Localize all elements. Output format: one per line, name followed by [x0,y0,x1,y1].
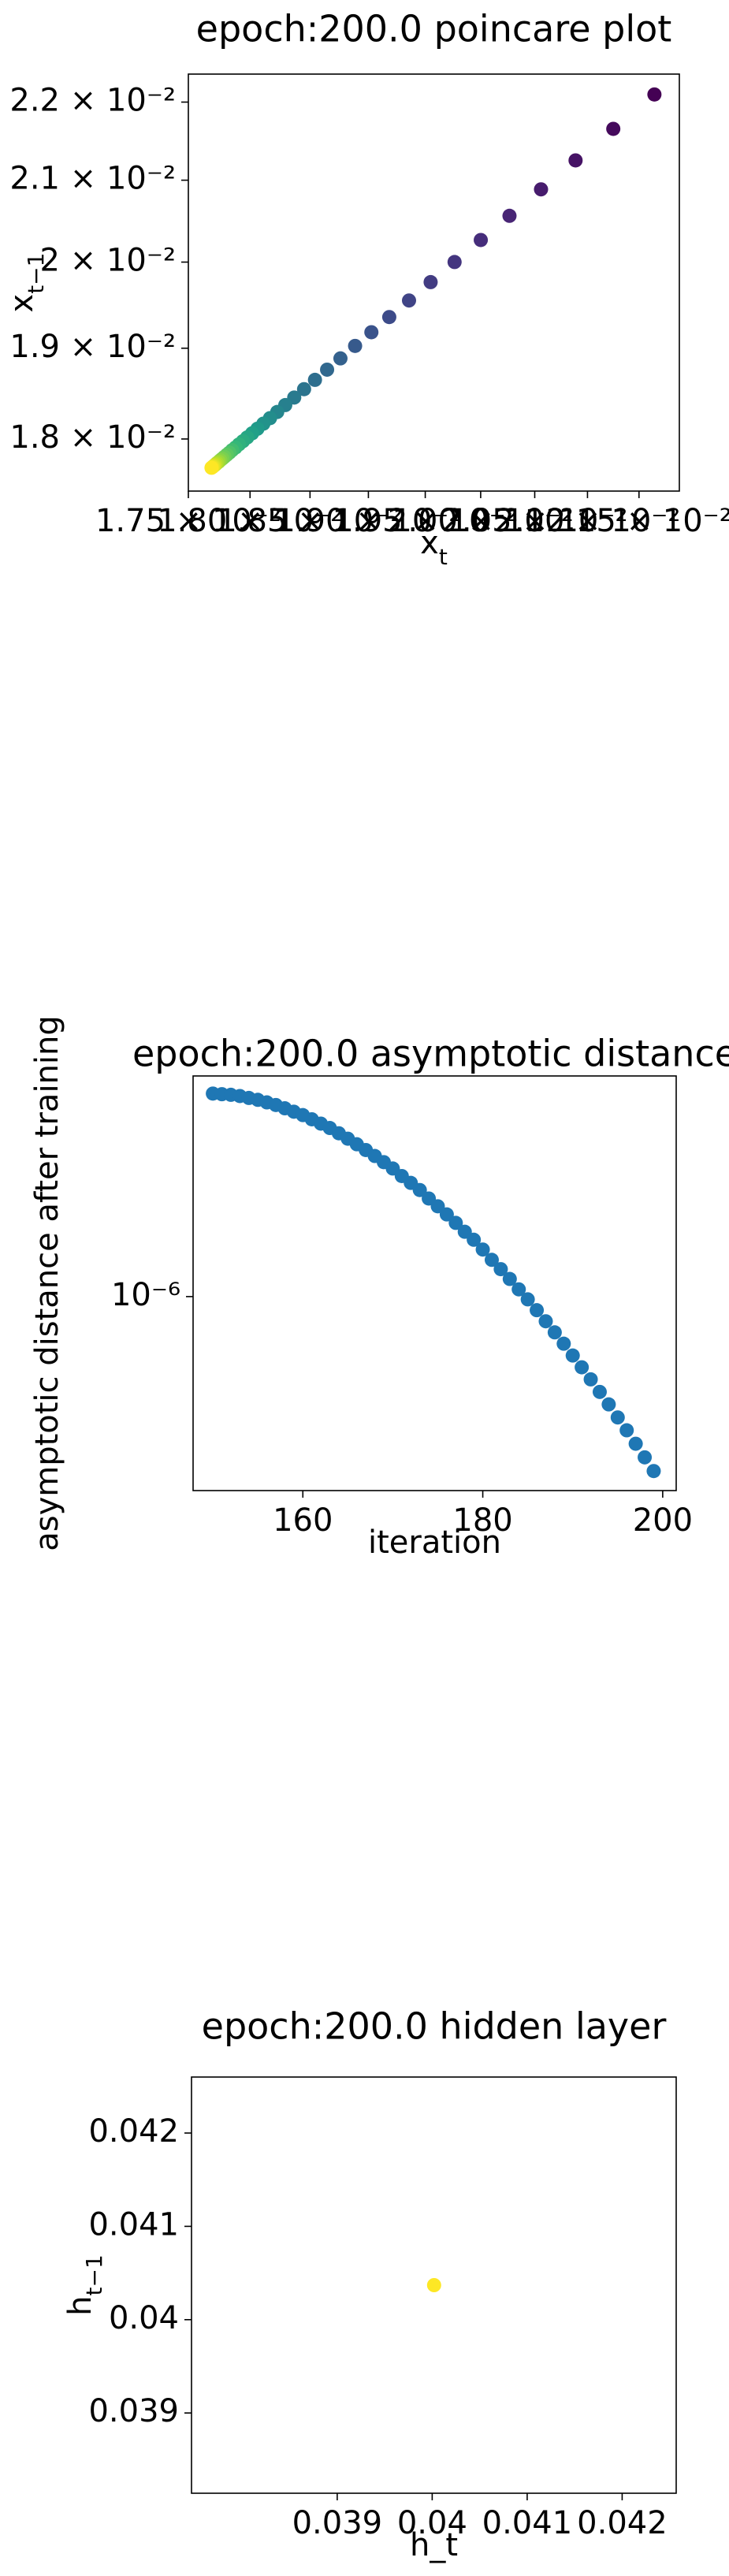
x-tick-label: 1.80 × 10⁻² [157,503,343,539]
point [534,182,549,197]
x-tick-label: 200 [633,1502,693,1539]
y-axis-label: ht−1 [62,2254,107,2316]
x-axis-label-main: iteration [368,1524,501,1561]
axes-frame [188,73,680,492]
x-tick-label: 160 [273,1502,333,1539]
point [296,382,311,396]
point [583,1372,598,1387]
chart-title: epoch:200.0 asymptotic distance [132,1033,729,1075]
y-tick-label: 2.2 × 10⁻² [9,83,176,119]
point [511,1282,526,1297]
x-axis-label: iteration [368,1524,501,1561]
point [568,153,583,168]
point [502,1271,517,1286]
x-tick-label: 0.042 [577,2505,668,2541]
x-tick-label: 2.10 × 10⁻² [494,503,680,539]
x-tick-label: 1.85 × 10⁻² [217,503,403,539]
y-tick-label: 2 × 10⁻² [40,243,176,279]
point [610,1410,625,1425]
y-tick-label: 0.04 [109,2300,179,2336]
point [601,1397,616,1412]
point [628,1436,643,1451]
y-axis-label: asymptotic distance after training [29,1015,65,1551]
point [430,1199,445,1214]
y-tick-label: 2.1 × 10⁻² [9,161,176,197]
y-tick-label: 1.9 × 10⁻² [9,329,176,365]
point [493,1262,508,1277]
point [439,1207,454,1222]
subplot: epoch:200.0 asymptotic distance 160 180 200… [29,1015,729,1561]
axes-frame [191,2076,677,2494]
point [520,1292,535,1307]
point [484,1253,499,1268]
subplot: epoch:200.0 poincare plot 1.75 × 10⁻²1.80… [4,8,729,570]
y-tick-label: 0.042 [88,2113,179,2150]
x-tick-label: 0.04 [397,2505,467,2541]
x-tick-label: 2.05 × 10⁻² [441,503,627,539]
point [320,362,335,377]
y-axis-label-main: asymptotic distance after training [29,1015,65,1551]
point [204,460,219,475]
point [467,1232,482,1247]
y-tick-label: 10⁻⁶ [111,1277,180,1313]
chart-title: epoch:200.0 poincare plot [196,8,672,50]
y-axis-label: xt−1 [4,253,49,313]
y-axis-label-sub: t−1 [23,253,49,294]
point [538,1314,553,1329]
point [447,255,462,270]
axes-frame [192,1075,677,1491]
y-tick-label: 0.041 [88,2206,179,2243]
point [556,1336,571,1351]
point [474,233,489,248]
chart-title: epoch:200.0 hidden layer [202,2005,667,2048]
point [412,1182,427,1197]
x-tick-label: 2.15 × 10⁻² [546,503,729,539]
point [647,87,662,102]
x-tick-label: 2.00 × 10⁻² [388,503,574,539]
point [475,1242,490,1257]
point [381,310,396,325]
point [565,1348,580,1363]
x-axis-label: h_t [410,2527,458,2563]
point [502,208,517,223]
point [547,1325,562,1340]
x-tick-label: 1.90 × 10⁻² [275,503,461,539]
point [592,1384,607,1399]
point [530,1303,545,1318]
y-tick-label: 0.039 [88,2393,179,2429]
x-axis-label-main: h_t [410,2527,458,2563]
y-axis-label-main: x [4,294,40,313]
point [606,121,621,136]
point [348,338,363,353]
x-tick-label: 1.75 × 10⁻² [95,503,281,539]
point [426,2278,441,2292]
point [575,1360,590,1375]
x-tick-label: 0.041 [482,2505,573,2541]
point [638,1450,653,1465]
y-axis-label-main: h [62,2295,99,2315]
x-axis-label-main: x [420,525,439,561]
x-tick-label: 180 [452,1502,512,1539]
point [646,1464,661,1479]
point [423,274,438,289]
x-axis-label: xt [420,525,448,570]
point [364,325,379,340]
point [333,351,348,366]
x-tick-label: 1.95 × 10⁻² [333,503,519,539]
point [401,293,416,308]
y-tick-label: 1.8 × 10⁻² [9,419,176,456]
point [307,372,322,387]
x-axis-label-sub: t [439,544,448,570]
y-axis-label-sub: t−1 [81,2254,107,2295]
x-tick-label: 0.039 [292,2505,383,2541]
point [619,1423,634,1438]
point [448,1215,463,1230]
